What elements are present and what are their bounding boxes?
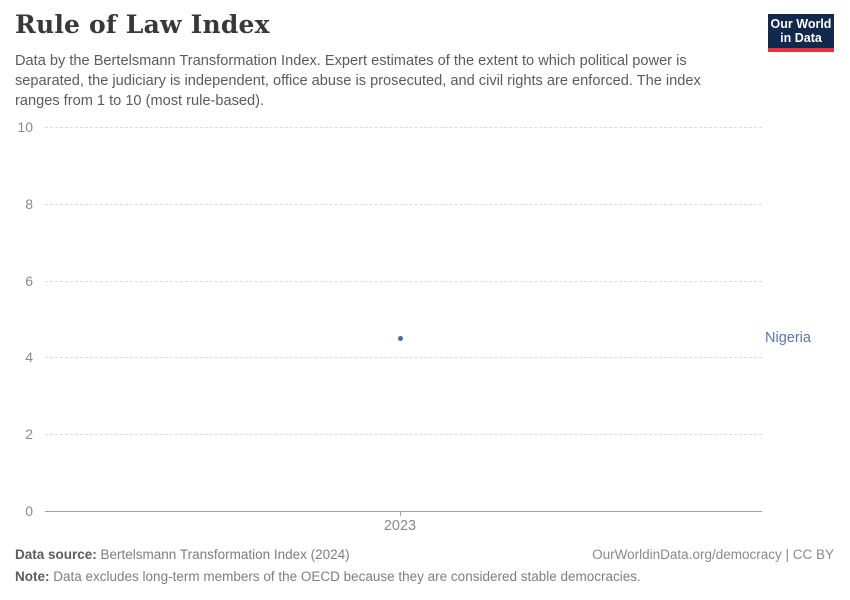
data-point[interactable]: [397, 335, 403, 341]
data-source-text: Data source: Bertelsmann Transformation …: [15, 547, 350, 562]
y-tick-label: 10: [17, 119, 33, 135]
x-tick-label: 2023: [383, 518, 417, 534]
chart-subtitle: Data by the Bertelsmann Transformation I…: [15, 53, 701, 109]
y-gridline: [45, 280, 762, 282]
owid-logo-line1: Our World: [770, 16, 832, 31]
y-tick-label: 4: [25, 349, 33, 366]
footer-source-row: Data source: Bertelsmann Transformation …: [15, 546, 834, 564]
owid-logo[interactable]: Our World in Data: [768, 14, 834, 52]
y-gridline: [45, 434, 762, 436]
footer-note-row: Note: Data excludes long-term members of…: [15, 568, 834, 586]
y-tick-label: 8: [25, 195, 33, 212]
note-text: Data excludes long-term members of the O…: [49, 569, 641, 584]
note-label: Note:: [15, 569, 50, 584]
y-gridline: [45, 357, 762, 359]
data-source-label: Data source:: [15, 547, 97, 562]
license-text: OurWorldinData.org/democracy | CC BY: [592, 547, 834, 562]
x-tick-mark: [400, 511, 401, 516]
y-tick-label: 2: [25, 426, 33, 443]
chart-title: Rule of Law Index: [15, 10, 270, 39]
y-tick-label: 0: [25, 503, 33, 519]
y-gridline: [45, 127, 762, 128]
owid-logo-line2: in Data: [780, 31, 822, 45]
x-axis-line: [45, 511, 762, 512]
entity-label[interactable]: Nigeria: [765, 330, 811, 347]
y-tick-label: 6: [25, 272, 33, 289]
y-gridline: [45, 203, 762, 205]
